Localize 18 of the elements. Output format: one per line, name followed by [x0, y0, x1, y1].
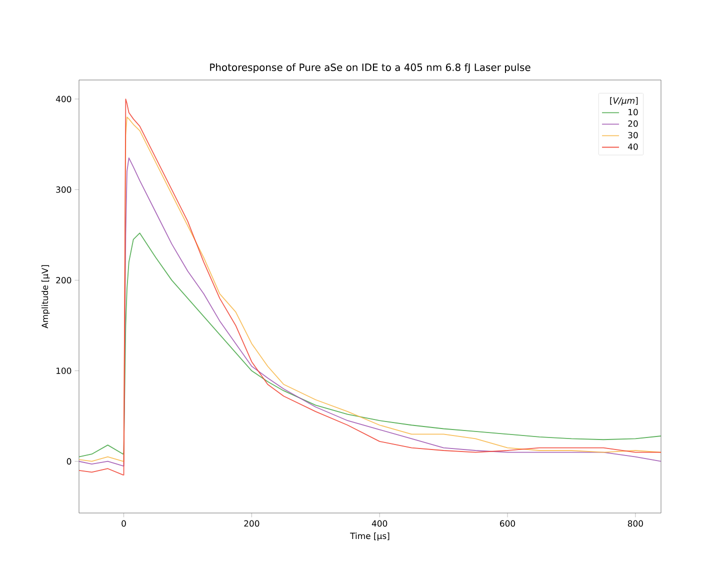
x-tick-label: 0 [122, 520, 126, 527]
x-tick-label: 200 [244, 520, 260, 527]
y-tick-label: 300 [56, 186, 72, 193]
y-axis-title: Amplitude [μV] [42, 265, 50, 328]
legend-label: 20 [628, 120, 638, 127]
x-tick-label: 600 [500, 520, 516, 527]
legend-label: 10 [628, 108, 638, 116]
y-tick-label: 400 [56, 96, 72, 102]
legend-title: [V/μm] [610, 97, 638, 106]
x-axis-title: Time [μs] [350, 532, 390, 541]
y-tick-label: 100 [56, 368, 72, 374]
x-tick-label: 800 [628, 520, 643, 527]
x-tick-label: 400 [372, 520, 388, 527]
chart-title: Photoresponse of Pure aSe on IDE to a 405 nm 6.8 fJ Laser pulse [210, 63, 530, 73]
y-tick-label: 0 [66, 458, 72, 465]
legend-label: 30 [628, 132, 638, 138]
y-tick-label: 200 [56, 276, 72, 284]
legend-label: 40 [628, 143, 638, 150]
